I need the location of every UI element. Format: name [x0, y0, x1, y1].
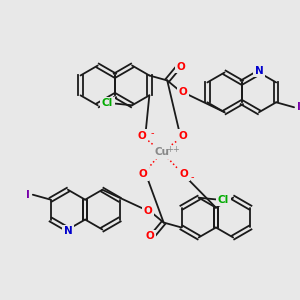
Text: O: O [145, 231, 154, 242]
Text: -: - [191, 172, 194, 182]
Text: O: O [138, 131, 146, 141]
Text: O: O [179, 87, 188, 98]
Text: O: O [178, 131, 187, 141]
Text: I: I [297, 102, 300, 112]
Text: O: O [139, 169, 147, 179]
Text: Cl: Cl [218, 195, 229, 205]
Text: O: O [143, 206, 152, 216]
Text: Cl: Cl [102, 98, 113, 108]
Text: O: O [179, 169, 188, 179]
Text: I: I [26, 190, 30, 200]
Text: ++: ++ [166, 145, 180, 154]
Text: N: N [255, 65, 263, 76]
Text: -: - [150, 128, 154, 138]
Text: O: O [177, 61, 185, 71]
Text: N: N [64, 226, 72, 236]
Text: Cu: Cu [154, 147, 169, 157]
